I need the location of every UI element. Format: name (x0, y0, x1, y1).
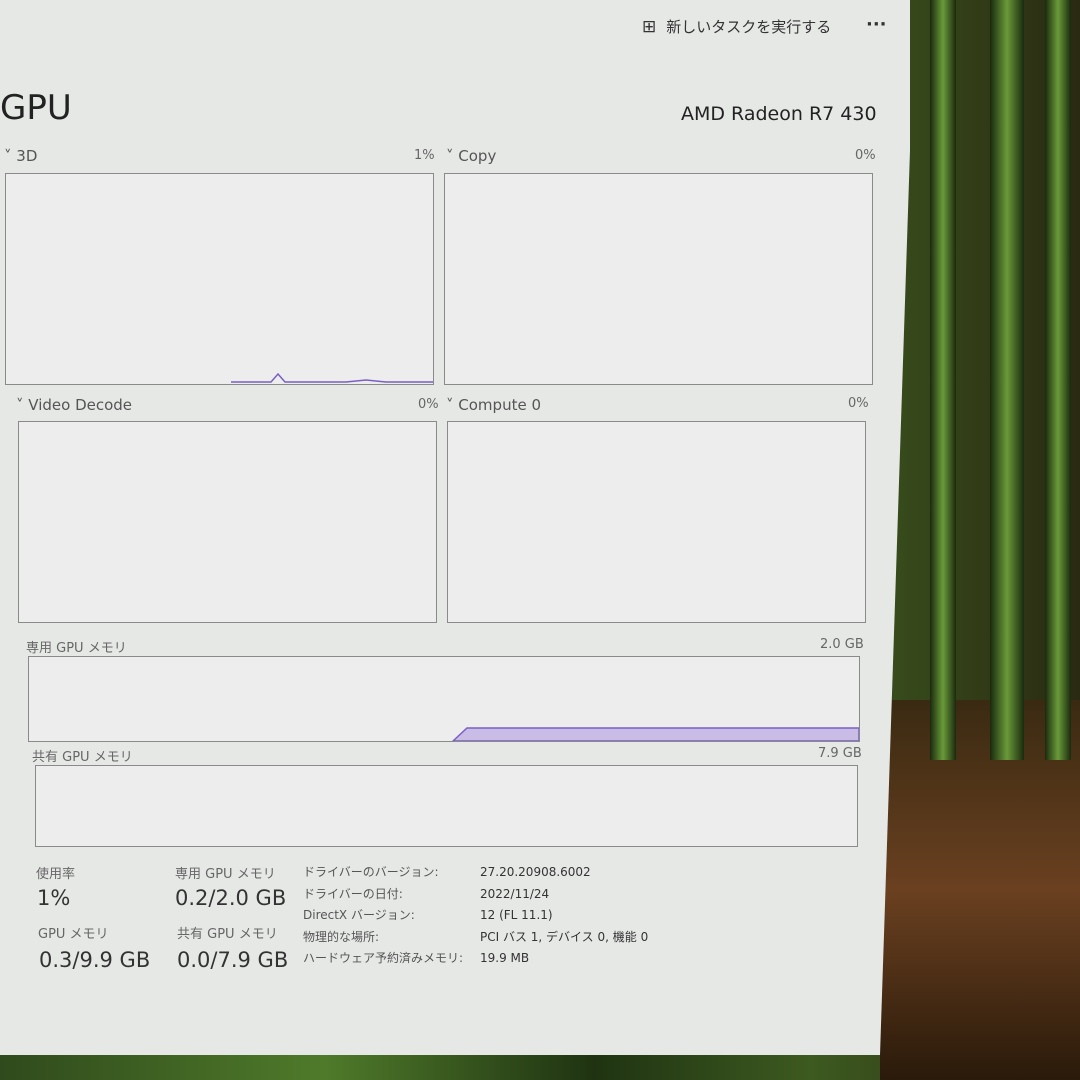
dedicated-memory-value: 0.2/2.0 GB (175, 886, 287, 910)
graph-compute-value: 0% (848, 396, 869, 411)
shared-memory-graph-label: 共有 GPU メモリ (32, 750, 133, 765)
device-name: AMD Radeon R7 430 (681, 103, 877, 125)
dedicated-memory-area (451, 727, 859, 741)
shared-memory-graph-max: 7.9 GB (818, 746, 862, 761)
new-task-icon: ⊞ (642, 16, 657, 37)
graph-3d-selector[interactable]: ˅ 3D (4, 147, 38, 165)
graph-3d (5, 173, 434, 385)
wallpaper-bamboo (1045, 0, 1071, 760)
graph-copy-value: 0% (855, 148, 876, 163)
details-keys: ドライバーのバージョン: ドライバーの日付: DirectX バージョン: 物理… (303, 862, 463, 970)
gpu-memory-value: 0.3/9.9 GB (39, 948, 151, 972)
usage-value: 1% (37, 886, 71, 910)
detail-value: 2022/11/24 (480, 886, 550, 901)
wallpaper-bamboo (930, 0, 956, 760)
more-options-button[interactable]: ··· (866, 14, 887, 35)
detail-value: 12 (FL 11.1) (480, 908, 553, 922)
detail-key: DirectX バージョン: (303, 908, 415, 922)
graph-label: Copy (458, 147, 497, 165)
graph-3d-line (231, 372, 433, 383)
usage-label: 使用率 (36, 867, 76, 882)
graph-compute-selector[interactable]: ˅ Compute 0 (446, 396, 541, 414)
new-task-button[interactable]: ⊞ 新しいタスクを実行する (642, 16, 832, 37)
gpu-memory-label: GPU メモリ (38, 927, 109, 942)
detail-value: PCI バス 1, デバイス 0, 機能 0 (480, 929, 649, 944)
shared-memory-value: 0.0/7.9 GB (177, 948, 289, 972)
graph-video-decode-value: 0% (418, 397, 439, 412)
wallpaper-bamboo (990, 0, 1024, 760)
dedicated-memory-label: 専用 GPU メモリ (175, 867, 276, 882)
graph-label: Video Decode (28, 396, 133, 414)
detail-key: 物理的な場所: (303, 929, 380, 944)
graph-copy (444, 173, 873, 385)
detail-key: ドライバーのバージョン: (303, 865, 439, 879)
dedicated-memory-graph (28, 656, 860, 742)
detail-key: ドライバーの日付: (303, 886, 403, 901)
graph-video-decode (18, 421, 437, 623)
dedicated-memory-graph-label: 専用 GPU メモリ (26, 641, 127, 656)
graph-3d-value: 1% (414, 148, 435, 163)
dedicated-memory-graph-max: 2.0 GB (820, 637, 864, 652)
shared-memory-label: 共有 GPU メモリ (177, 927, 278, 942)
wallpaper-ground (880, 700, 1080, 1080)
graph-label: 3D (16, 147, 38, 165)
page-title: GPU (0, 88, 72, 128)
details-values: 27.20.20908.6002 2022/11/24 12 (FL 11.1)… (480, 862, 648, 970)
graph-video-decode-selector[interactable]: ˅ Video Decode (16, 396, 133, 414)
shared-memory-graph (35, 765, 858, 847)
graph-copy-selector[interactable]: ˅ Copy (446, 147, 497, 165)
graph-label: Compute 0 (458, 396, 541, 414)
detail-key: ハードウェア予約済みメモリ: (303, 951, 464, 965)
graph-compute (447, 421, 866, 623)
detail-value: 27.20.20908.6002 (480, 865, 591, 879)
detail-value: 19.9 MB (480, 951, 530, 965)
task-manager-window: ⊞ 新しいタスクを実行する ··· GPU AMD Radeon R7 430 … (0, 0, 910, 1055)
